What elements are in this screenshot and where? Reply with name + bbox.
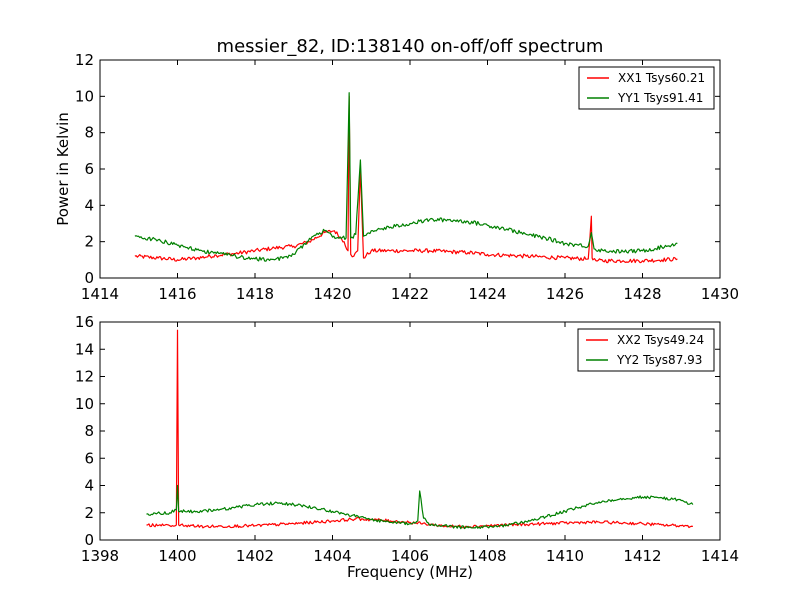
x-tick-label: 1408 [468, 547, 506, 565]
x-tick-label: 1430 [701, 285, 739, 303]
y-tick-label: 10 [75, 87, 94, 105]
x-tick-label: 1406 [391, 547, 429, 565]
y-axis-label: Power in Kelvin [54, 112, 72, 226]
y-tick-label: 4 [84, 196, 94, 214]
x-tick-label: 1418 [236, 285, 274, 303]
y-tick-label: 14 [75, 340, 94, 358]
x-tick-label: 1424 [468, 285, 506, 303]
top-spectrum-panel: 1414 1416 1418 1420 1422 1424 1426 1428 1430 0 2 4 6… [75, 51, 739, 303]
x-tick-label: 1414 [81, 285, 119, 303]
x-tick-label: 1400 [158, 547, 196, 565]
chart-title: messier_82, ID:138140 on-off/off spectru… [217, 36, 604, 57]
x-tick-label: 1420 [313, 285, 351, 303]
y-tick-label: 0 [84, 531, 94, 549]
y-tick-label: 8 [84, 422, 94, 440]
legend-label: XX2 Tsys49.24 [617, 333, 704, 347]
x-tick-label: 1414 [701, 547, 739, 565]
x-tick-label: 1416 [158, 285, 196, 303]
y-tick-label: 12 [75, 368, 94, 386]
legend-label: YY1 Tsys91.41 [617, 91, 703, 105]
y-tick-label: 6 [84, 449, 94, 467]
y-tick-label: 6 [84, 160, 94, 178]
y-tick-label: 4 [84, 477, 94, 495]
legend-label: XX1 Tsys60.21 [618, 71, 705, 85]
legend-box [577, 328, 715, 372]
legend: XX2 Tsys49.24 YY2 Tsys87.93 [577, 328, 715, 372]
x-tick-label: 1398 [81, 547, 119, 565]
legend-label: YY2 Tsys87.93 [616, 353, 702, 367]
x-tick-label: 1404 [313, 547, 351, 565]
x-tick-label: 1428 [623, 285, 661, 303]
legend-box [578, 66, 715, 110]
y-tick-label: 0 [84, 269, 94, 287]
x-tick-label: 1410 [546, 547, 584, 565]
series-line-xx2 [146, 329, 693, 529]
legend: XX1 Tsys60.21 YY1 Tsys91.41 [578, 66, 715, 110]
x-tick-label: 1422 [391, 285, 429, 303]
y-tick-label: 16 [75, 313, 94, 331]
bottom-spectrum-panel: 1398 1400 1402 1404 1406 1408 1410 1412 14140246… [75, 313, 739, 565]
y-tick-label: 8 [84, 124, 94, 142]
series-line-yy1 [134, 92, 678, 262]
y-tick-label: 2 [84, 233, 94, 251]
y-tick-label: 10 [75, 395, 94, 413]
y-tick-label: 2 [84, 504, 94, 522]
x-tick-label: 1412 [623, 547, 661, 565]
y-tick-label: 12 [75, 51, 94, 69]
x-tick-label: 1426 [546, 285, 584, 303]
x-tick-label: 1402 [236, 547, 274, 565]
x-axis-label: Frequency (MHz) [347, 563, 473, 581]
series-line-yy2 [146, 484, 694, 530]
